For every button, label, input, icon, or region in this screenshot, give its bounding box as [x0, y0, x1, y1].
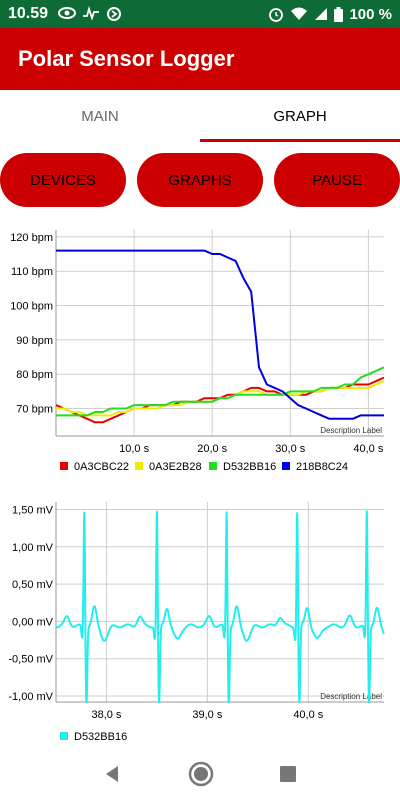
action-button-row: DEVICES GRAPHS PAUSE: [0, 153, 400, 207]
description-label: Description Label: [320, 426, 382, 435]
graphs-button[interactable]: GRAPHS: [137, 153, 263, 207]
y-tick-label: 0,00 mV: [12, 616, 54, 628]
y-tick-label: 120 bpm: [10, 232, 53, 244]
y-tick-label: 110 bpm: [11, 266, 53, 278]
y-tick-label: -0,50 mV: [8, 654, 53, 666]
recents-icon[interactable]: [279, 765, 297, 783]
legend-swatch: [60, 462, 68, 470]
x-tick-label: 39,0 s: [192, 709, 222, 721]
legend-swatch: [135, 462, 143, 470]
legend-swatch: [282, 462, 290, 470]
legend-label: D532BB16: [74, 731, 127, 743]
legend-label: 218B8C24: [296, 461, 348, 473]
pause-button[interactable]: PAUSE: [274, 153, 400, 207]
legend-swatch: [209, 462, 217, 470]
x-tick-label: 10,0 s: [119, 443, 149, 455]
app-title: Polar Sensor Logger: [18, 46, 235, 71]
back-icon[interactable]: [103, 764, 123, 784]
y-tick-label: 70 bpm: [16, 404, 53, 416]
home-icon[interactable]: [188, 761, 214, 787]
y-tick-label: 0,50 mV: [12, 579, 54, 591]
legend-label: 0A3CBC22: [74, 461, 129, 473]
description-label: Description Label: [320, 692, 382, 701]
y-tick-label: 90 bpm: [16, 335, 53, 347]
y-tick-label: 80 bpm: [16, 369, 53, 381]
app-bar: Polar Sensor Logger: [0, 28, 400, 90]
alarm-icon: [269, 8, 284, 22]
series-line-218B8C24: [56, 249, 384, 420]
legend-swatch: [60, 732, 68, 740]
series-line-D532BB16: [56, 366, 385, 417]
x-tick-label: 40,0 s: [293, 709, 323, 721]
x-tick-label: 38,0 s: [91, 709, 121, 721]
devices-button[interactable]: DEVICES: [0, 153, 126, 207]
legend-label: 0A3E2B28: [149, 461, 202, 473]
signal-activity-icon: [83, 6, 100, 20]
system-nav-bar: [0, 748, 400, 800]
x-tick-label: 40,0 s: [353, 443, 383, 455]
y-tick-label: -1,00 mV: [8, 691, 53, 703]
x-tick-label: 30,0 s: [275, 443, 305, 455]
series-line-D532BB16: [55, 510, 385, 703]
status-time: 10.59: [8, 5, 49, 22]
cellular-signal-icon: [315, 8, 328, 20]
tab-graph[interactable]: GRAPH: [200, 90, 400, 142]
status-bar: 10.59 100 %: [0, 0, 400, 28]
battery-icon: [334, 6, 344, 22]
legend-label: D532BB16: [223, 461, 276, 473]
tab-bar: MAIN GRAPH: [0, 90, 400, 142]
battery-percentage: 100 %: [349, 5, 392, 23]
x-tick-label: 20,0 s: [197, 443, 227, 455]
y-tick-label: 1,00 mV: [12, 542, 54, 554]
y-tick-label: 100 bpm: [10, 301, 53, 313]
ecg-chart: -1,00 mV -0,50 mV 0,00 mV 0,50 mV 1,00 mV 1,5…: [8, 502, 385, 743]
wifi-icon: [291, 7, 308, 20]
data-saver-icon: [107, 7, 122, 21]
tab-main[interactable]: MAIN: [81, 107, 119, 125]
y-tick-label: 1,50 mV: [12, 504, 54, 516]
heart-rate-chart: 70 bpm 80 bpm 90 bpm 100 bpm 110 bpm 120 bpm 1…: [10, 230, 385, 473]
eye-icon: [58, 7, 77, 19]
